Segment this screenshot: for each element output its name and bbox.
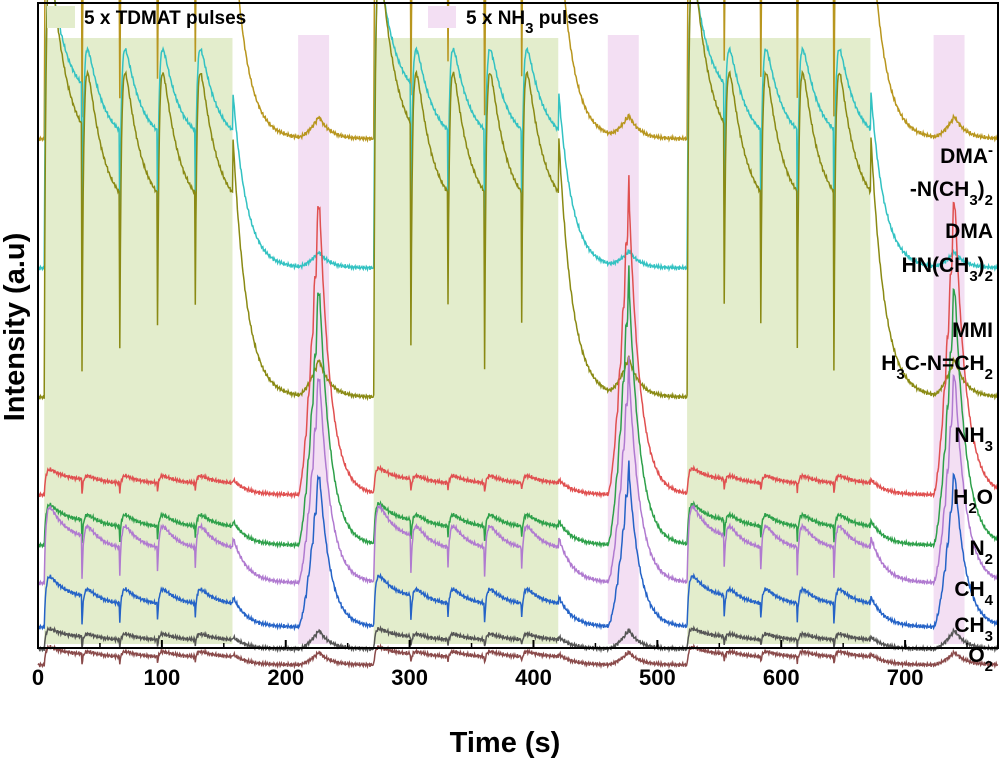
series-label-2-part-1: DMA [945,220,993,243]
region-nh3-4 [607,35,639,644]
series-label-1-line2-part-1: -N(CH [910,178,969,201]
series-label-6-part-1: N [969,537,984,560]
series-label-1-line2: -N(CH3)2 [910,178,993,209]
pulse-regions [44,35,965,644]
series-label-1-line2-part-4: 2 [985,192,993,209]
series-label-1-line2-part-3: ) [978,178,985,201]
plot-frame [37,2,999,649]
x-tick-label-200: 200 [267,665,304,690]
series-label-5-part-1: H [953,486,968,509]
series-line-8 [37,625,999,654]
series-label-1: DMA- [940,142,993,169]
series-label-4-part-2: 3 [985,438,993,455]
series-line-7 [37,460,999,632]
series-label-1-line2-part-2: 3 [969,192,977,209]
series-label-8-part-1: CH [954,614,984,637]
series-label-9-part-1: O [968,644,984,667]
series-label-4: NH3 [954,424,993,455]
series-label-2: DMA [945,220,993,243]
x-tick-label-600: 600 [763,665,800,690]
series-label-3-part-1: MMI [952,319,993,342]
series-line-4 [37,175,999,500]
series-label-8: CH3 [954,614,993,645]
y-axis-title: Intensity (a.u) [0,233,31,422]
series-label-3-line2-part-3: C-N=CH [905,352,985,375]
series-label-7-part-1: CH [954,578,984,601]
series-label-3-line2-part-2: 3 [896,366,904,383]
x-tick-label-0: 0 [32,665,44,690]
series-label-5: H2O [953,486,993,517]
series-label-4-part-1: NH [954,424,984,447]
series-label-7: CH4 [954,578,993,609]
series-label-3-line2: H3C-N=CH2 [881,352,993,383]
region-tdmat-3 [373,38,559,644]
region-tdmat-5 [687,38,871,644]
series-line-6 [37,356,999,587]
series-label-6: N2 [969,537,993,568]
series-label-9-part-2: 2 [985,658,993,675]
legend-label-nh3-part-2: 3 [525,20,533,37]
x-tick-label-500: 500 [639,665,676,690]
x-axis: 0 100 200 300 400 500 600 700 [32,640,968,690]
legend-label-tdmat: 5 x TDMAT pulses [84,8,246,29]
series-label-2-line2-part-4: 2 [985,268,993,285]
series-label-3-line2-part-4: 2 [985,366,993,383]
region-tdmat-1 [44,38,233,644]
series-label-3: MMI [952,319,993,342]
x-tick-label-700: 700 [887,665,924,690]
series-label-1-part-2: - [988,142,993,159]
series-label-2-line2-part-1: HN(CH [902,254,970,277]
series-label-8-part-2: 3 [985,628,993,645]
series-line-2 [37,0,999,273]
series-lines [37,0,999,670]
legend-label-nh3-part-3: pulses [533,8,598,29]
legend-swatch-nh3 [428,6,456,28]
legend-swatch-tdmat [47,6,75,28]
series-label-5-part-2: 2 [968,500,976,517]
series-line-5 [37,265,999,550]
legend: 5 x TDMAT pulses 5 x NH3 pulses [47,6,599,37]
series-label-7-part-2: 4 [985,592,994,609]
series-label-2-line2-part-2: 3 [969,268,977,285]
legend-label-nh3: 5 x NH3 pulses [466,8,599,37]
x-tick-label-300: 300 [391,665,428,690]
series-label-2-line2: HN(CH3)2 [902,254,993,285]
series-label-1-part-1: DMA [940,145,988,168]
x-tick-label-100: 100 [144,665,181,690]
series-label-3-line2-part-1: H [881,352,896,375]
series-label-2-line2-part-3: ) [978,254,985,277]
series-line-3 [37,0,999,402]
series-label-6-part-2: 2 [985,551,993,568]
series-labels: DMA--N(CH3)2DMAHN(CH3)2MMIH3C-N=CH2NH3H2… [881,142,993,675]
legend-label-nh3-part-1: 5 x NH [466,8,525,29]
series-label-9: O2 [968,644,993,675]
series-line-9 [37,643,999,670]
x-tick-label-400: 400 [515,665,552,690]
series-label-5-part-3: O [977,486,993,509]
x-axis-title: Time (s) [450,727,561,759]
